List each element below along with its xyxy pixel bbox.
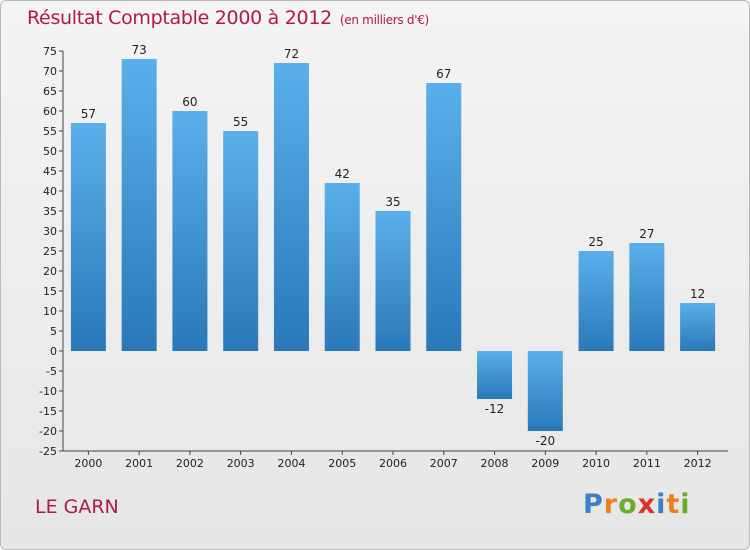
y-tick-label: 5 (50, 325, 57, 338)
location-label: LE GARN (35, 496, 119, 518)
data-label-2008: -12 (485, 402, 505, 416)
x-tick-label-2001: 2001 (125, 457, 153, 470)
data-label-2000: 57 (81, 107, 96, 121)
x-tick-label-2010: 2010 (582, 457, 610, 470)
bar-2007 (426, 83, 462, 351)
y-tick-label: 40 (43, 185, 57, 198)
chart-title: Résultat Comptable 2000 à 2012 (en millie… (27, 7, 429, 29)
bar-2009 (527, 351, 563, 431)
y-tick-label: 35 (43, 205, 57, 218)
bar-2005 (324, 183, 360, 351)
x-tick-label-2007: 2007 (430, 457, 458, 470)
y-tick-label: 50 (43, 145, 57, 158)
y-tick-label: 30 (43, 225, 57, 238)
data-label-2012: 12 (690, 287, 705, 301)
y-tick-label: -5 (46, 365, 57, 378)
y-tick-label: 25 (43, 245, 57, 258)
logo-letter: r (603, 489, 619, 520)
bar-2011 (629, 243, 665, 351)
logo-letter: x (637, 489, 657, 520)
y-tick-label: -25 (39, 445, 57, 458)
x-tick-label-2012: 2012 (684, 457, 712, 470)
x-tick-label-2009: 2009 (531, 457, 559, 470)
y-tick-label: 15 (43, 285, 57, 298)
bar-2001 (121, 59, 157, 351)
data-label-2006: 35 (385, 195, 400, 209)
data-labels: 57 73 60 55 72 42 35 67 -12 -20 25 27 12 (81, 43, 706, 448)
x-tick-label-2002: 2002 (176, 457, 204, 470)
axes: -25 -20 -15 -10 -5 0 5 10 15 20 25 30 35 40 45 50 55 60 65… (39, 45, 728, 470)
y-tick-label: 10 (43, 305, 57, 318)
logo-letter: t (666, 489, 681, 520)
logo-letter: o (618, 489, 638, 520)
data-label-2003: 55 (233, 115, 248, 129)
logo-letter: P (583, 489, 604, 520)
proxiti-logo: Proxiti (583, 489, 691, 520)
logo-letter: i (656, 489, 667, 520)
bar-2000 (70, 123, 106, 351)
x-tick-label-2008: 2008 (481, 457, 509, 470)
data-label-2007: 67 (436, 67, 451, 81)
x-tick-label-2011: 2011 (633, 457, 661, 470)
data-label-2009: -20 (536, 434, 556, 448)
y-tick-label: 75 (43, 45, 57, 58)
logo-letter: i (680, 489, 691, 520)
data-label-2001: 73 (132, 43, 147, 57)
y-tick-label: 55 (43, 125, 57, 138)
bar-2010 (578, 251, 614, 351)
y-tick-label: -10 (39, 385, 57, 398)
bars (70, 59, 716, 431)
data-label-2005: 42 (335, 167, 350, 181)
title-text: Résultat Comptable 2000 à 2012 (27, 7, 332, 29)
data-label-2010: 25 (588, 235, 603, 249)
y-tick-label: 60 (43, 105, 57, 118)
bar-2004 (273, 63, 309, 351)
bar-2006 (375, 211, 411, 351)
x-tick-label-2000: 2000 (74, 457, 102, 470)
data-label-2011: 27 (639, 227, 654, 241)
data-label-2004: 72 (284, 47, 299, 61)
y-tick-label: 70 (43, 65, 57, 78)
y-tick-label: 20 (43, 265, 57, 278)
x-tick-label-2006: 2006 (379, 457, 407, 470)
x-tick-label-2003: 2003 (227, 457, 255, 470)
y-tick-label: 0 (50, 345, 57, 358)
y-tick-label: 65 (43, 85, 57, 98)
y-tick-label: 45 (43, 165, 57, 178)
y-tick-label: -15 (39, 405, 57, 418)
y-tick-label: -20 (39, 425, 57, 438)
data-label-2002: 60 (182, 95, 197, 109)
x-tick-label-2005: 2005 (328, 457, 356, 470)
bar-2002 (172, 111, 208, 351)
chart-subtitle: (en milliers d'€) (339, 13, 429, 27)
bar-2003 (223, 131, 259, 351)
x-tick-label-2004: 2004 (277, 457, 305, 470)
bar-2012 (680, 303, 716, 351)
bar-2008 (477, 351, 513, 399)
